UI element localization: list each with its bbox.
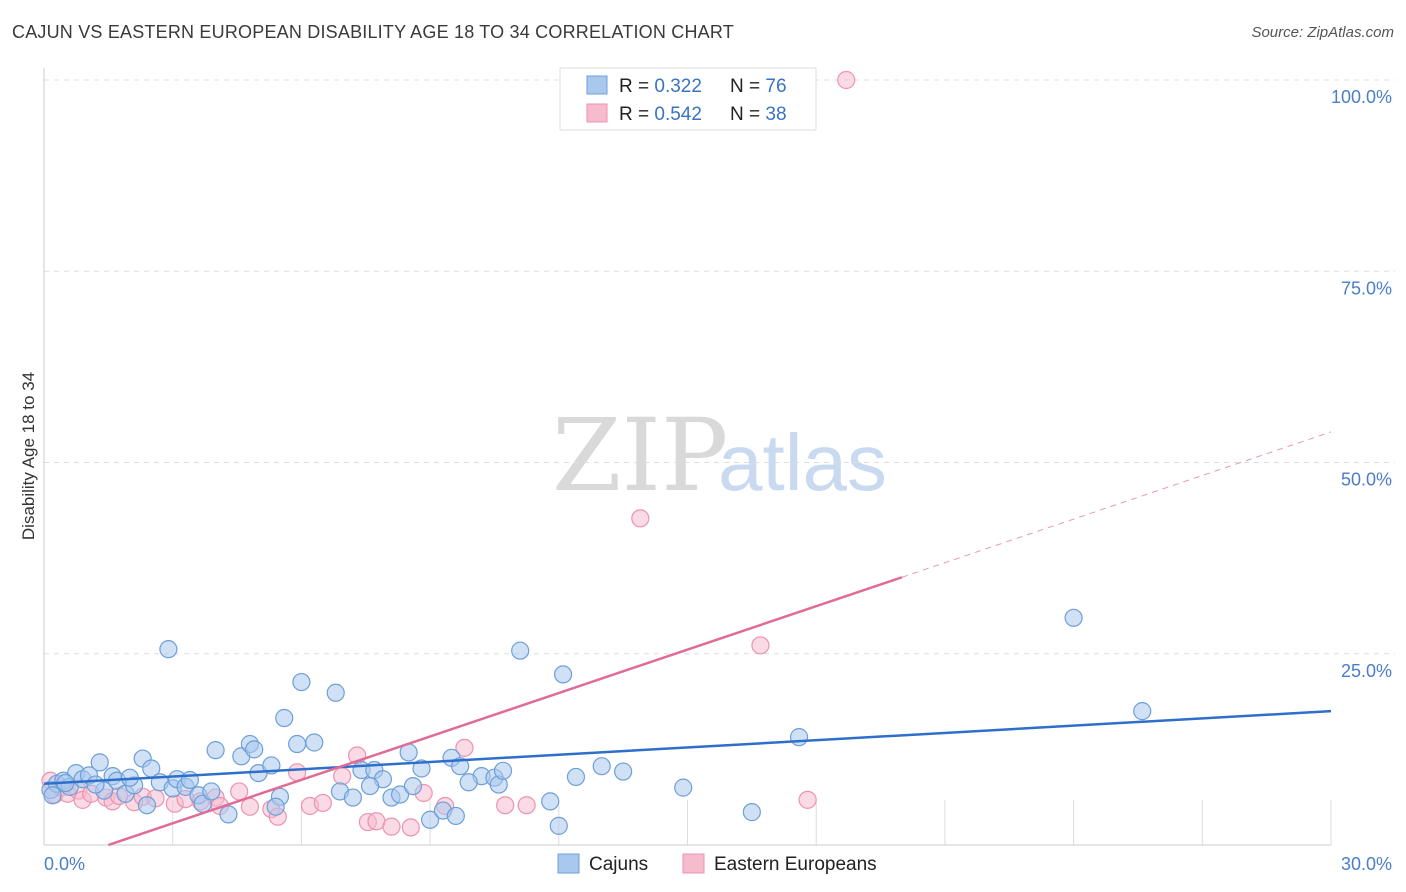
cajuns-point xyxy=(390,785,410,804)
legend-swatch-cajuns xyxy=(586,75,608,95)
cajuns-point xyxy=(421,810,440,829)
cajuns-point xyxy=(566,767,586,787)
cajuns-point xyxy=(789,728,809,747)
eastern-europeans-trend-extension xyxy=(901,431,1332,578)
cajuns-point xyxy=(326,683,345,702)
cajuns-point xyxy=(159,640,178,659)
eastern-europeans-point xyxy=(631,509,650,528)
y-tick-label: 100.0% xyxy=(1331,87,1392,107)
legend-row-eastern-europeans: R = 0.542 N = 38 xyxy=(619,104,787,125)
legend-n-value: 76 xyxy=(765,76,786,97)
bottom-legend-cajuns: Cajuns xyxy=(589,854,648,875)
cajuns-points xyxy=(41,608,1152,835)
eastern-europeans-point xyxy=(240,797,260,816)
cajuns-point xyxy=(288,734,307,754)
eastern-europeans-point xyxy=(751,636,770,655)
cajuns-point xyxy=(493,761,513,780)
x-tick-label-max: 30.0% xyxy=(1341,854,1392,874)
cajuns-point xyxy=(674,778,693,797)
eastern-europeans-trend-line xyxy=(107,576,903,847)
eastern-europeans-point xyxy=(798,790,817,809)
series-legend: Cajuns Eastern Europeans xyxy=(557,853,877,875)
eastern-europeans-point xyxy=(313,793,332,813)
cajuns-point xyxy=(592,757,611,776)
cajuns-point xyxy=(614,762,633,781)
cajuns-point xyxy=(511,641,530,660)
cajuns-point xyxy=(266,797,285,816)
cajuns-point xyxy=(343,788,362,807)
correlation-legend: R = 0.322 N = 76 R = 0.542 N = 38 xyxy=(559,67,817,131)
legend-n-label: N = xyxy=(730,104,765,125)
eastern-europeans-point xyxy=(382,817,401,836)
cajuns-trend-line xyxy=(43,709,1332,786)
cajuns-point xyxy=(90,753,109,772)
cajuns-point xyxy=(553,665,573,684)
chart-title: CAJUN VS EASTERN EUROPEAN DISABILITY AGE… xyxy=(12,22,734,42)
legend-n-value: 38 xyxy=(765,104,786,125)
cajuns-point xyxy=(541,792,560,811)
watermark-atlas: atlas xyxy=(718,418,887,507)
cajuns-point xyxy=(446,806,465,826)
eastern-europeans-point xyxy=(496,796,515,815)
y-tick-label: 50.0% xyxy=(1341,470,1392,490)
eastern-europeans-point xyxy=(401,818,420,837)
watermark-zip: ZIP xyxy=(552,397,728,514)
legend-r-value: 0.542 xyxy=(654,104,702,125)
source-credit: Source: ZipAtlas.com xyxy=(1251,24,1394,41)
bottom-legend-swatch-cajuns xyxy=(557,853,580,874)
cajuns-point xyxy=(245,740,264,759)
y-tick-labels: 25.0% 50.0% 75.0% 100.0% xyxy=(1331,87,1392,681)
eastern-europeans-point xyxy=(333,767,352,786)
bottom-legend-eastern-europeans: Eastern Europeans xyxy=(714,854,877,875)
cajuns-point xyxy=(86,775,105,794)
cajuns-point xyxy=(1133,702,1152,721)
cajuns-point xyxy=(275,708,294,728)
cajuns-point xyxy=(549,816,568,835)
legend-row-cajuns: R = 0.322 N = 76 xyxy=(619,76,787,97)
cajuns-point xyxy=(459,773,478,792)
y-axis-label: Disability Age 18 to 34 xyxy=(19,372,38,540)
cajuns-point xyxy=(43,786,62,805)
legend-r-value: 0.322 xyxy=(654,76,702,97)
eastern-europeans-point xyxy=(517,796,536,815)
cajuns-point xyxy=(137,796,157,815)
cajuns-point xyxy=(202,782,221,801)
cajuns-point xyxy=(403,776,423,796)
cajuns-point xyxy=(412,759,431,778)
legend-n-label: N = xyxy=(730,76,765,97)
cajuns-point xyxy=(360,776,380,796)
legend-swatch-eastern-europeans xyxy=(586,103,608,123)
cajuns-point xyxy=(742,803,761,822)
cajuns-point xyxy=(292,672,311,692)
cajuns-point xyxy=(305,733,324,752)
eastern-europeans-point xyxy=(837,70,856,90)
bottom-legend-swatch-eastern-europeans xyxy=(682,853,705,874)
y-tick-label: 75.0% xyxy=(1341,278,1392,298)
cajuns-point xyxy=(1064,608,1083,627)
eastern-europeans-point xyxy=(230,782,249,801)
cajuns-point xyxy=(451,757,470,776)
trend-lines xyxy=(43,431,1332,847)
legend-r-label: R = xyxy=(619,76,654,97)
eastern-europeans-point xyxy=(455,738,474,757)
y-tick-label: 25.0% xyxy=(1341,661,1392,681)
legend-r-label: R = xyxy=(619,104,654,125)
cajuns-point xyxy=(219,805,238,824)
x-tick-label-min: 0.0% xyxy=(44,854,85,874)
cajuns-point xyxy=(206,741,225,760)
